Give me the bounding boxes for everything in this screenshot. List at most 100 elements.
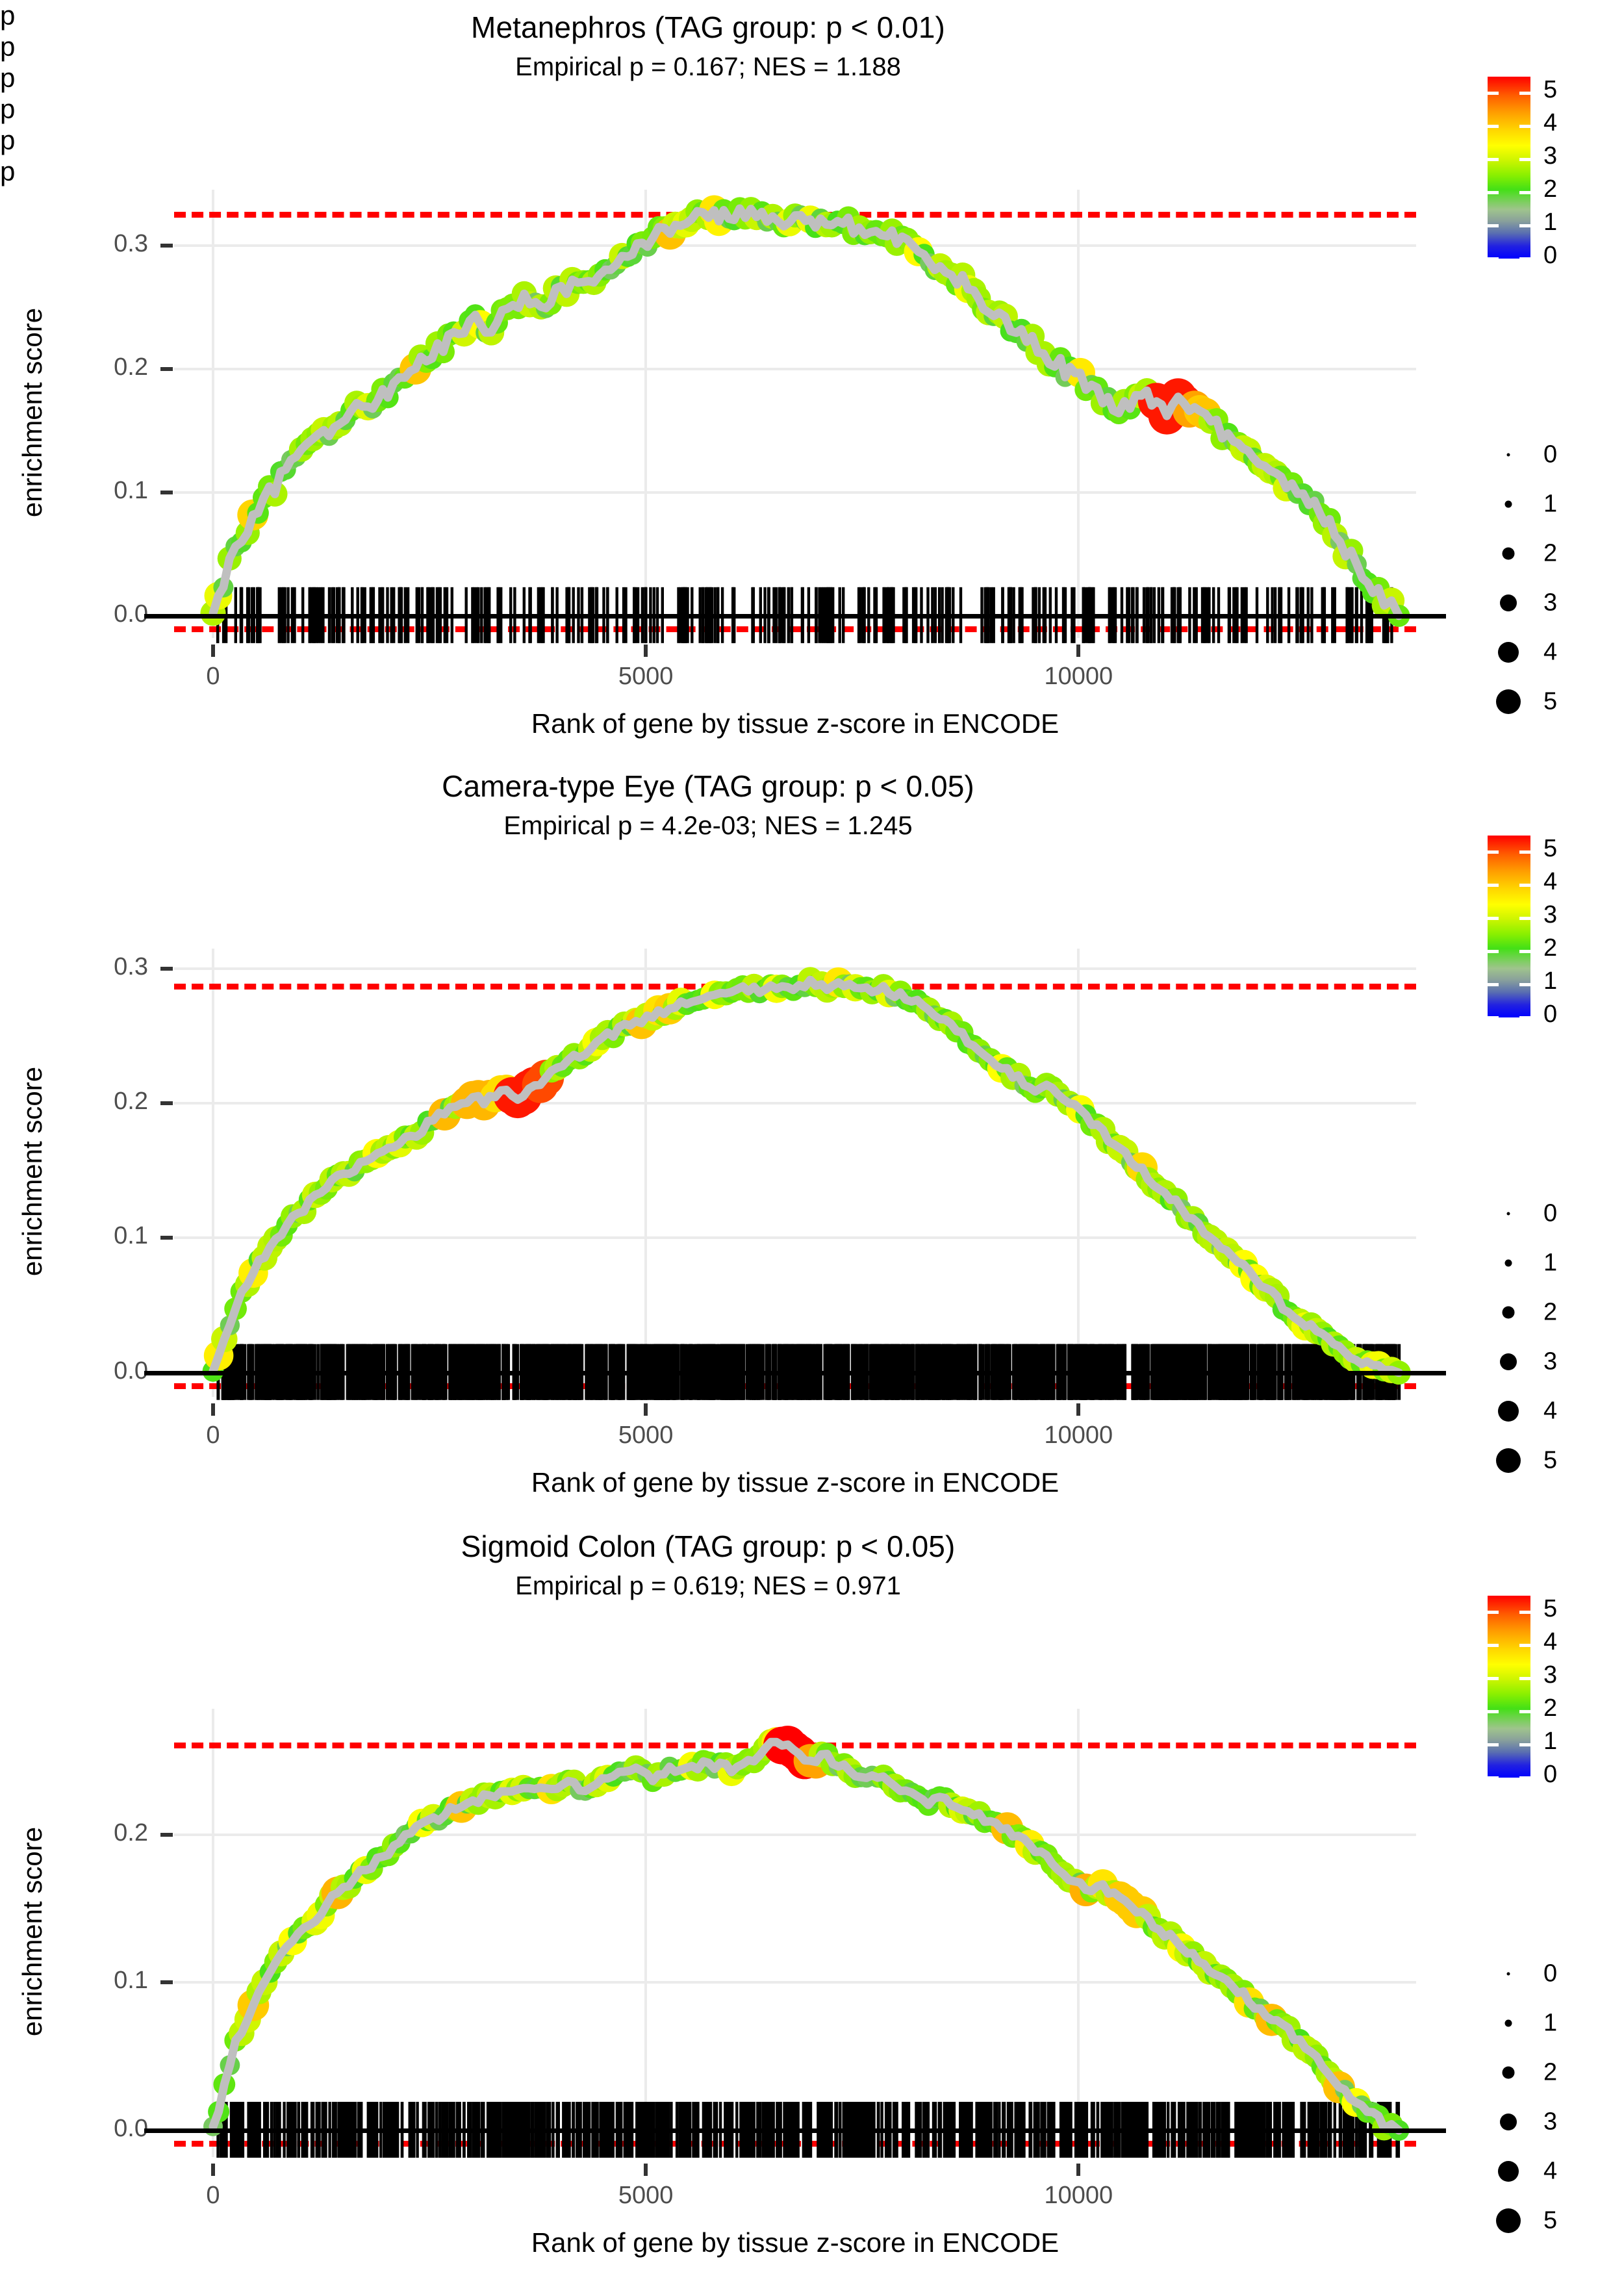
size-legend-label: 3 [1543, 589, 1558, 617]
y-tick-mark [160, 243, 173, 248]
color-legend-tick [1519, 1776, 1530, 1780]
color-legend-label: 5 [1543, 835, 1558, 863]
y-tick-mark [160, 1236, 173, 1240]
panel-title: Camera-type Eye (TAG group: p < 0.05) [442, 769, 974, 803]
x-tick-label: 5000 [618, 663, 674, 690]
x-tick-label: 10000 [1044, 1422, 1113, 1449]
color-legend-tick [1519, 1743, 1530, 1747]
color-legend-label: 0 [1543, 242, 1558, 269]
color-legend-label: 1 [1543, 967, 1558, 995]
color-legend-gradient-bar [1488, 1596, 1530, 1778]
y-gridline [174, 244, 1416, 247]
y-tick-mark [160, 1101, 173, 1106]
y-gridline [174, 1102, 1416, 1105]
size-legend-label: 3 [1543, 1348, 1558, 1375]
panel-title: Sigmoid Colon (TAG group: p < 0.05) [461, 1529, 956, 1563]
size-legend-dot [1496, 689, 1521, 714]
color-legend-tick [1488, 1677, 1499, 1681]
zero-dashed-line [174, 626, 1416, 632]
y-tick-label: 0.0 [114, 600, 148, 628]
x-tick-label: 5000 [618, 1422, 674, 1449]
color-legend-tick [1488, 125, 1499, 129]
x-gridline [644, 1709, 648, 2157]
gsea-panel-camera-type-eye: Camera-type Eye (TAG group: p < 0.05) Emp… [0, 759, 1624, 840]
size-legend-dot [1506, 1212, 1510, 1216]
running-enrichment-line [209, 1737, 1403, 2135]
color-legend-tick [1519, 884, 1530, 888]
x-tick-mark [1076, 645, 1081, 657]
size-legend-label: 5 [1543, 2206, 1558, 2234]
color-legend-tick [1519, 917, 1530, 921]
size-legend-label: 5 [1543, 1446, 1558, 1474]
color-legend-tick [1488, 1644, 1499, 1648]
size-legend-label: 4 [1543, 1397, 1558, 1425]
color-legend-label: 5 [1543, 76, 1558, 104]
color-legend-tick [1519, 224, 1530, 228]
size-legend-dot [1500, 594, 1517, 611]
size-legend-label: 3 [1543, 2108, 1558, 2136]
color-legend-label: 2 [1543, 175, 1558, 203]
panel-title: Metanephros (TAG group: p < 0.01) [471, 10, 945, 44]
color-legend-tick [1488, 983, 1499, 987]
x-gridline [211, 1709, 214, 2157]
y-tick-mark [160, 1980, 173, 1985]
running-enrichment-line [209, 975, 1403, 1377]
size-legend-dot [1504, 500, 1512, 508]
color-legend-label: 3 [1543, 1661, 1558, 1689]
y-tick-label: 0.1 [114, 1222, 148, 1250]
color-legend-tick [1519, 850, 1530, 854]
enrichment-point-markers [203, 1726, 1410, 2141]
color-legend-label: 0 [1543, 1761, 1558, 1788]
size-legend-label: 2 [1543, 1298, 1558, 1326]
size-legend-label: 0 [1543, 1960, 1558, 1987]
y-gridline [174, 491, 1416, 494]
size-legend-dot [1506, 453, 1510, 457]
x-tick-mark [210, 645, 215, 657]
panel-header: Sigmoid Colon (TAG group: p < 0.05) Empir… [0, 1519, 1416, 1600]
x-gridline [644, 949, 648, 1397]
size-legend-dot [1502, 547, 1515, 560]
color-legend-tick [1488, 850, 1499, 854]
y-tick-label: 0.2 [114, 1819, 148, 1846]
y-tick-label: 0.0 [114, 1357, 148, 1385]
panel-subtitle: Empirical p = 0.167; NES = 1.188 [515, 53, 901, 82]
color-legend-gradient-bar [1488, 836, 1530, 1017]
size-legend-dot [1504, 2019, 1512, 2027]
color-legend-label: 1 [1543, 1728, 1558, 1756]
y-tick-mark [160, 1832, 173, 1837]
size-legend-label: 0 [1543, 1199, 1558, 1227]
y-tick-label: 0.3 [114, 229, 148, 257]
color-legend-tick [1519, 1611, 1530, 1615]
x-axis-label: Rank of gene by tissue z-score in ENCODE [531, 2227, 1059, 2258]
size-legend-label: 0 [1543, 441, 1558, 468]
color-legend-title: p [0, 125, 16, 155]
y-gridline [174, 1833, 1416, 1836]
y-gridline [174, 1981, 1416, 1984]
x-axis-label: Rank of gene by tissue z-score in ENCODE [531, 1467, 1059, 1498]
color-legend-label: 4 [1543, 109, 1558, 137]
x-tick-label: 5000 [618, 2182, 674, 2209]
color-legend-tick [1519, 1016, 1530, 1019]
color-legend-tick [1488, 1710, 1499, 1714]
size-legend-label: 4 [1543, 638, 1558, 666]
size-legend-dot [1504, 1259, 1512, 1267]
color-legend-label: 5 [1543, 1595, 1558, 1623]
color-legend-label: 4 [1543, 1628, 1558, 1656]
color-legend-tick [1488, 917, 1499, 921]
color-legend-tick [1519, 1710, 1530, 1714]
y-tick-label: 0.1 [114, 476, 148, 504]
y-tick-label: 0.0 [114, 2115, 148, 2142]
panel-header: Metanephros (TAG group: p < 0.01) Empiric… [0, 0, 1416, 81]
size-legend-label: 5 [1543, 687, 1558, 715]
size-legend-title: p [0, 31, 16, 62]
x-tick-mark [1076, 2164, 1081, 2176]
color-legend-tick [1519, 1644, 1530, 1648]
x-gridline [644, 190, 648, 638]
color-legend-label: 0 [1543, 1001, 1558, 1028]
size-legend-dot [1506, 1972, 1510, 1976]
x-tick-label: 0 [206, 663, 220, 690]
panel-header: Camera-type Eye (TAG group: p < 0.05) Emp… [0, 759, 1416, 840]
y-gridline [174, 367, 1416, 370]
